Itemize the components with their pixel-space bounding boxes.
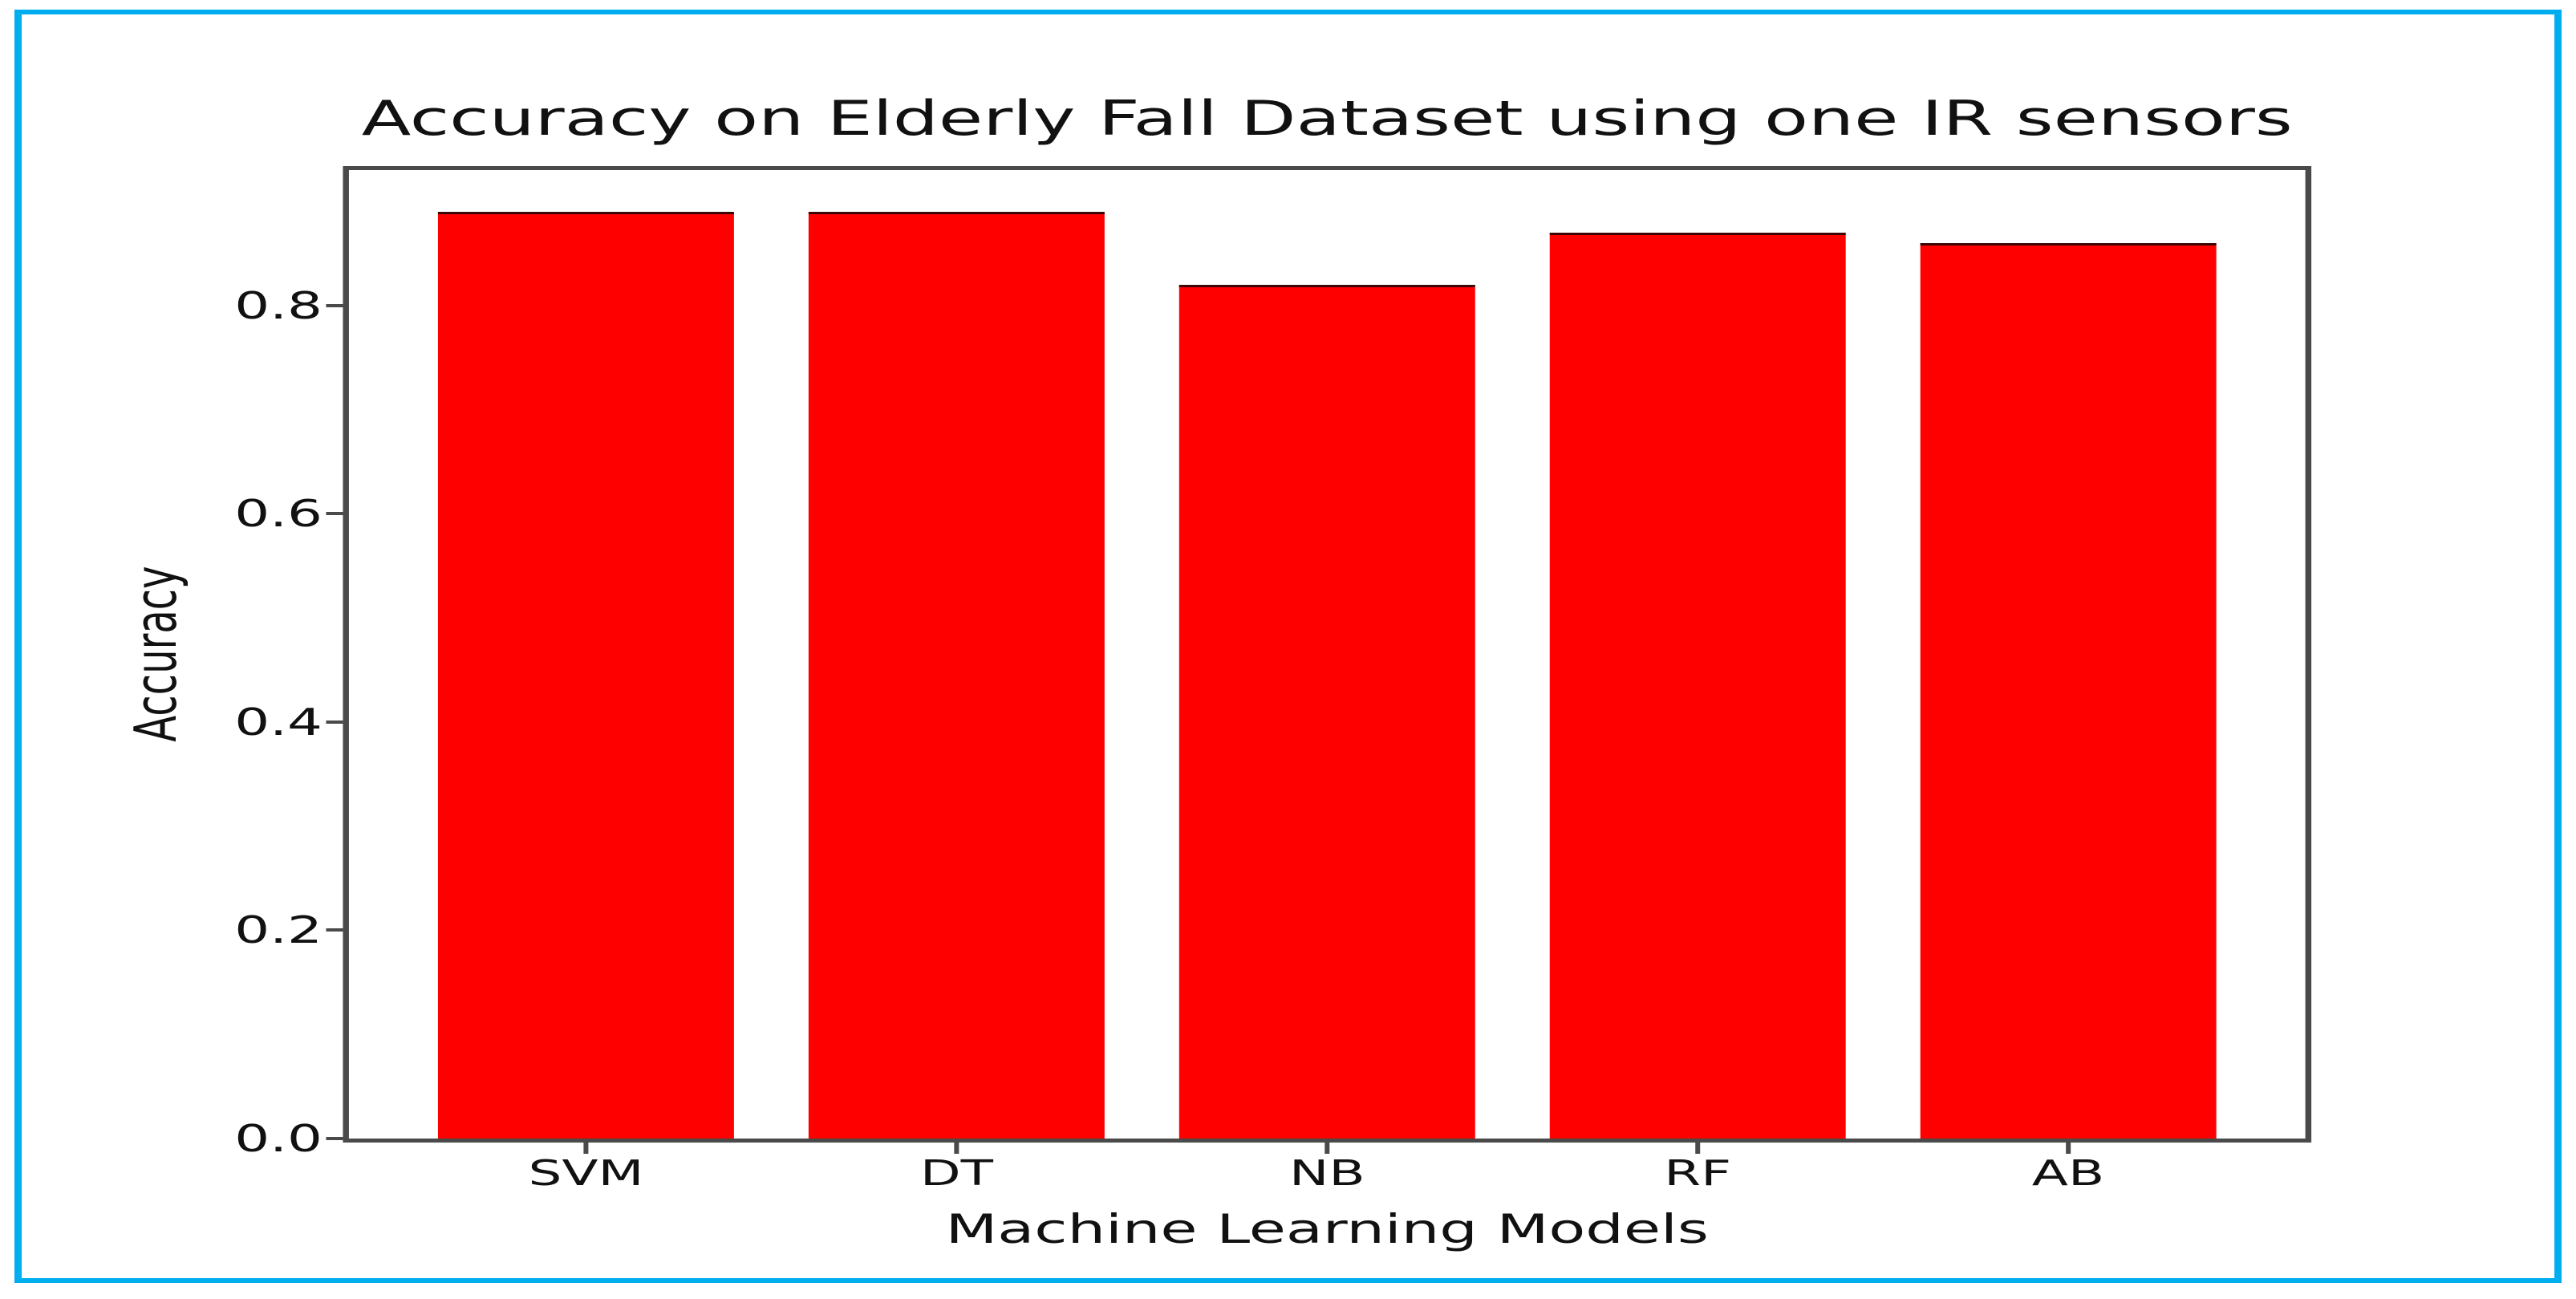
x-tick-label-dt: DT xyxy=(919,1153,993,1194)
x-tick-label-nb: NB xyxy=(1288,1153,1365,1194)
bars-container: SVM DT NB RF AB 0.0 0.2 0.4 0.6 0.8 xyxy=(234,170,2306,1194)
y-tick-mark xyxy=(326,1137,343,1140)
x-tick-label-ab: AB xyxy=(2031,1153,2105,1194)
x-tick-label-rf: RF xyxy=(1664,1153,1732,1194)
chart-title: Accuracy on Elderly Fall Dataset using o… xyxy=(361,91,2293,147)
y-axis-label: Accuracy xyxy=(122,566,190,742)
y-tick-label-0.0: 0.0 xyxy=(234,1117,323,1160)
y-tick-label-0.8: 0.8 xyxy=(234,283,323,327)
x-tick-mark xyxy=(583,1143,589,1154)
y-tick-label-0.4: 0.4 xyxy=(234,700,323,744)
x-tick-mark xyxy=(1695,1143,1701,1154)
bar-nb xyxy=(1178,284,1476,1139)
x-tick-label-svm: SVM xyxy=(528,1153,644,1194)
bar-dt xyxy=(808,211,1105,1139)
bar-rf xyxy=(1549,232,1846,1139)
y-tick-label-0.6: 0.6 xyxy=(234,492,323,536)
x-axis-label: Machine Learning Models xyxy=(945,1206,1709,1252)
x-tick-mark xyxy=(2066,1143,2071,1154)
y-tick-mark xyxy=(326,720,343,724)
x-tick-mark xyxy=(954,1143,959,1154)
bar-svm xyxy=(437,211,735,1139)
bar-ab xyxy=(1920,242,2217,1139)
y-tick-label-0.2: 0.2 xyxy=(234,908,323,952)
y-tick-mark xyxy=(326,928,343,932)
y-tick-mark xyxy=(326,512,343,516)
plot-area: SVM DT NB RF AB 0.0 0.2 0.4 0.6 0.8 xyxy=(234,166,2312,1194)
y-tick-mark xyxy=(326,303,343,307)
x-tick-mark xyxy=(1325,1143,1330,1154)
